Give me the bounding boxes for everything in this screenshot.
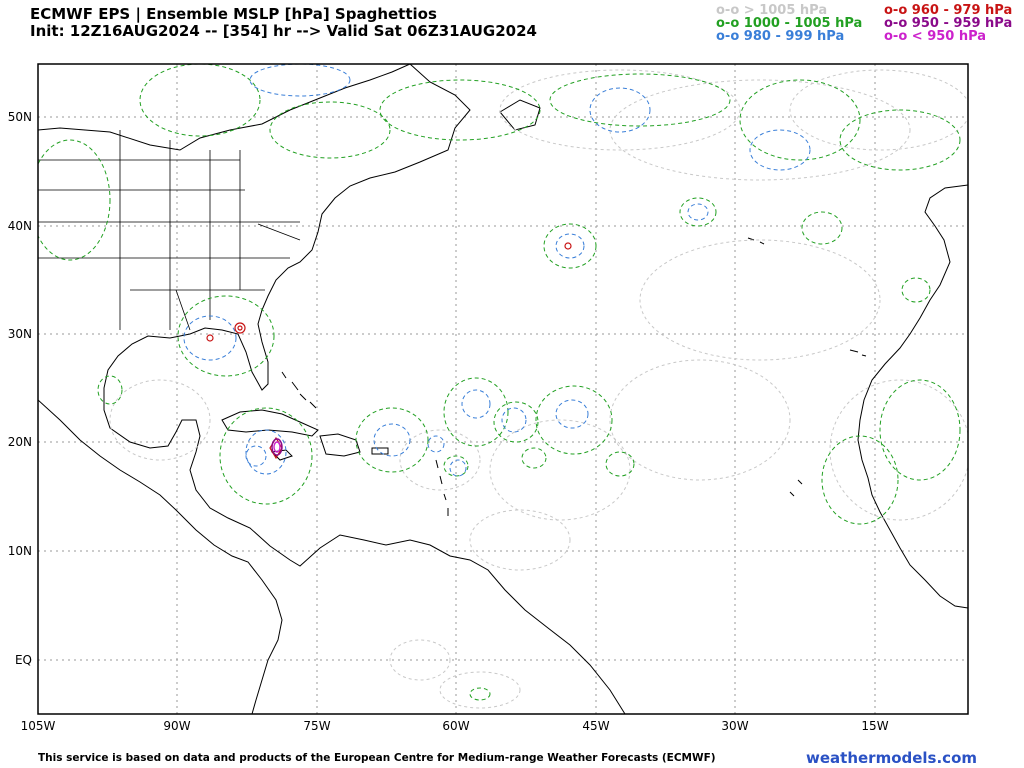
lat-label-eq: EQ [14, 653, 32, 667]
brand-link[interactable]: weathermodels.com [806, 749, 978, 767]
chart-subtitle: Init: 12Z16AUG2024 -- [354] hr --> Valid… [30, 22, 537, 40]
legend-1000-1005: o-o 1000 - 1005 hPa [716, 16, 863, 31]
lat-label-20n: 20N [7, 435, 32, 449]
contours-lt-960 [271, 438, 283, 456]
lon-label-45w: 45W [582, 719, 610, 733]
contours-gt-1005 [109, 69, 968, 709]
contours-1000-1005 [38, 64, 961, 701]
legend-lt-950: o-o < 950 hPa [884, 29, 987, 44]
legend-950-959: o-o 950 - 959 hPa [884, 16, 1013, 31]
lat-label-10n: 10N [7, 544, 32, 558]
lat-label-30n: 30N [7, 327, 32, 341]
lon-label-75w: 75W [303, 719, 331, 733]
map-content [38, 64, 968, 714]
lat-label-40n: 40N [7, 219, 32, 233]
map-frame [37, 63, 969, 715]
coastlines [38, 64, 968, 714]
chart-title: ECMWF EPS | Ensemble MSLP [hPa] Spaghett… [30, 5, 437, 23]
contours-960-979 [206, 242, 572, 460]
lon-label-90w: 90W [163, 719, 191, 733]
graticule [38, 64, 968, 714]
state-borders [38, 130, 301, 331]
contours-980-999 [183, 64, 811, 477]
lon-label-30w: 30W [721, 719, 749, 733]
lon-label-105w: 105W [20, 719, 56, 733]
legend-980-999: o-o 980 - 999 hPa [716, 29, 845, 44]
legend-960-979: o-o 960 - 979 hPa [884, 3, 1013, 18]
ecmwf-credit: This service is based on data and produc… [38, 752, 716, 764]
lon-label-60w: 60W [442, 719, 470, 733]
legend-gt-1005: o-o > 1005 hPa [716, 3, 828, 18]
lat-label-50n: 50N [7, 110, 32, 124]
lon-label-15w: 15W [861, 719, 889, 733]
